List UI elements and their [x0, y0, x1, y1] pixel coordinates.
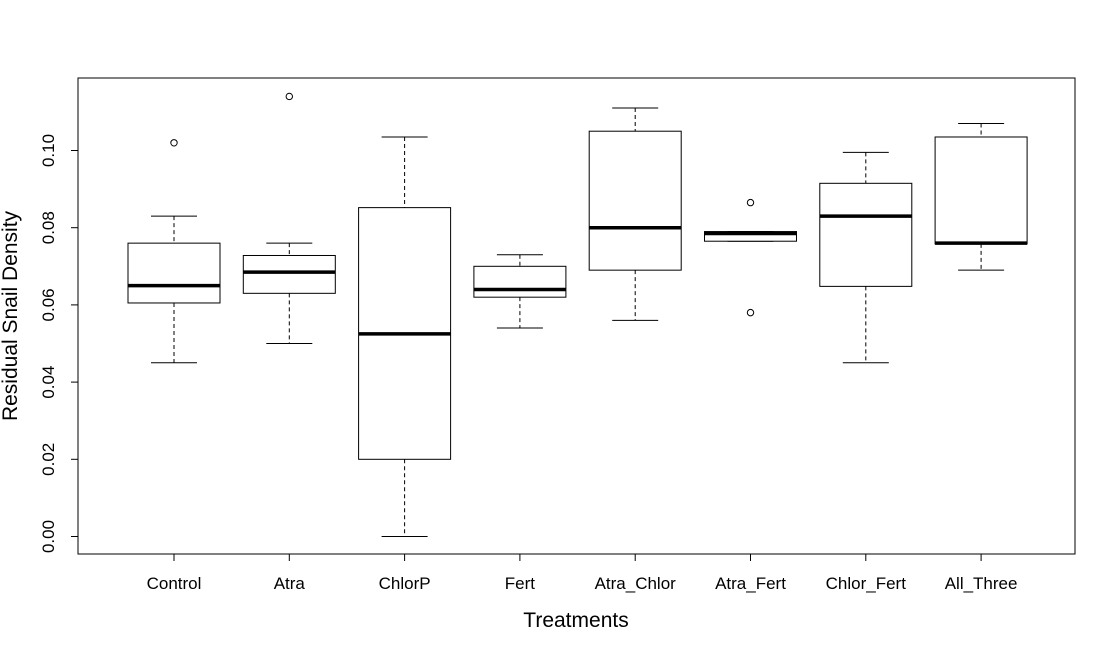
- y-tick-label: 0.08: [39, 211, 58, 244]
- box-iqr: [127, 242, 221, 304]
- box-iqr: [819, 182, 913, 287]
- box-iqr: [473, 265, 567, 298]
- outlier-point: [746, 198, 755, 207]
- y-tick-label: 0.00: [39, 520, 58, 553]
- outlier-point: [285, 92, 293, 101]
- box-atra: [242, 92, 336, 344]
- x-axis-title: Treatments: [523, 609, 628, 632]
- x-tick-label: All_Three: [945, 574, 1018, 593]
- box-iqr: [242, 254, 336, 294]
- y-axis-title: Residual Snail Density: [0, 210, 22, 421]
- y-tick-label: 0.10: [39, 134, 58, 167]
- x-tick-label: Atra: [274, 574, 306, 593]
- plot-frame: [77, 77, 1076, 555]
- x-tick-label: Atra_Fert: [715, 574, 786, 593]
- y-tick-label: 0.04: [39, 366, 58, 399]
- box-iqr: [588, 130, 682, 271]
- x-tick-label: Fert: [505, 574, 536, 593]
- y-tick-label: 0.02: [39, 443, 58, 476]
- box-iqr: [934, 136, 1028, 245]
- box-control: [127, 139, 221, 364]
- outlier-point: [170, 139, 178, 147]
- box-chlorp: [358, 136, 452, 537]
- x-tick-label: Atra_Chlor: [595, 574, 677, 593]
- box-fert: [473, 254, 567, 329]
- box-chlor-fert: [819, 151, 913, 364]
- box-atra-chlor: [588, 107, 682, 321]
- x-tick-label: ChlorP: [379, 574, 431, 593]
- box-iqr: [704, 231, 797, 242]
- x-tick-label: Control: [147, 574, 202, 593]
- box-all-three: [934, 122, 1028, 271]
- box-series: [127, 92, 1028, 537]
- x-axis: Control Atra ChlorP Fert Atra_Chlor Atra_Fert…: [147, 553, 1018, 593]
- box-atra-fert: [704, 198, 797, 317]
- y-tick-label: 0.06: [39, 288, 58, 321]
- x-tick-label: Chlor_Fert: [826, 574, 907, 593]
- y-axis: 0.00 0.02 0.04 0.06 0.08 0.10: [39, 134, 79, 553]
- outlier-point: [746, 308, 755, 317]
